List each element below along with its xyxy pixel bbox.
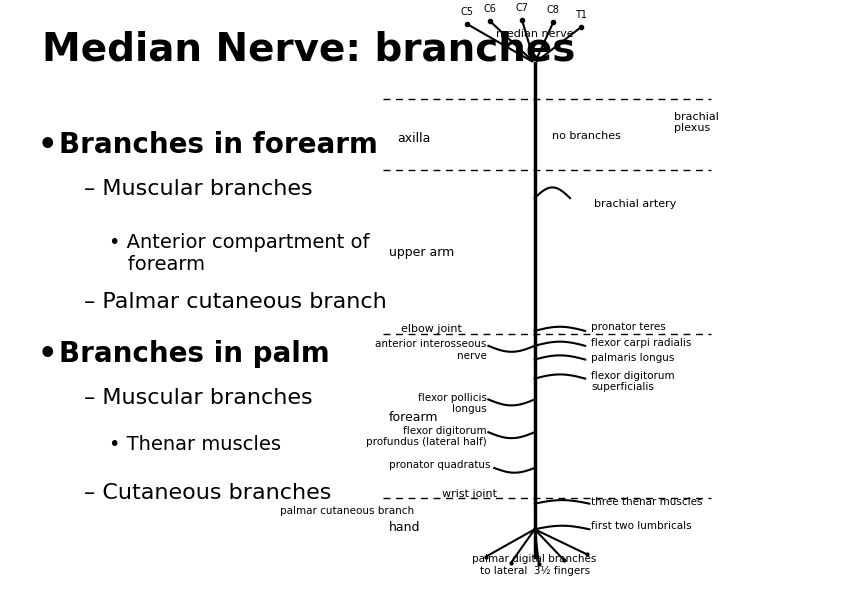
- Text: pronator quadratus: pronator quadratus: [388, 460, 490, 470]
- Text: C5: C5: [461, 7, 474, 17]
- Text: • Thenar muscles: • Thenar muscles: [109, 435, 281, 454]
- Text: T1: T1: [575, 10, 587, 20]
- Text: axilla: axilla: [397, 132, 431, 145]
- Text: elbow joint: elbow joint: [401, 324, 461, 334]
- Text: •: •: [38, 131, 57, 160]
- Text: C6: C6: [483, 4, 497, 14]
- Text: forearm: forearm: [389, 411, 439, 424]
- Text: flexor pollicis
longus: flexor pollicis longus: [418, 393, 487, 414]
- Text: wrist joint: wrist joint: [442, 489, 497, 499]
- Text: Branches in forearm: Branches in forearm: [59, 131, 378, 159]
- Text: •: •: [38, 340, 57, 369]
- Text: palmaris longus: palmaris longus: [591, 353, 674, 363]
- Text: three thenar muscles: three thenar muscles: [591, 497, 702, 507]
- Text: brachial artery: brachial artery: [594, 199, 676, 209]
- Text: upper arm: upper arm: [389, 246, 454, 259]
- Text: palmar cutaneous branch: palmar cutaneous branch: [280, 506, 414, 516]
- Text: C7: C7: [515, 3, 529, 13]
- Text: median nerve: median nerve: [496, 29, 573, 39]
- Text: Median Nerve: branches: Median Nerve: branches: [42, 30, 575, 68]
- Text: palmar digital branches
to lateral  3½ fingers: palmar digital branches to lateral 3½ fi…: [472, 554, 597, 576]
- Text: • Anterior compartment of
   forearm: • Anterior compartment of forearm: [109, 232, 370, 274]
- Text: – Muscular branches: – Muscular branches: [84, 179, 313, 199]
- Text: C8: C8: [546, 5, 560, 15]
- Text: flexor digitorum
superficialis: flexor digitorum superficialis: [591, 371, 674, 392]
- Text: flexor carpi radialis: flexor carpi radialis: [591, 338, 691, 348]
- Text: hand: hand: [389, 521, 420, 534]
- Text: pronator teres: pronator teres: [591, 322, 666, 332]
- Text: no branches: no branches: [552, 131, 621, 141]
- Text: brachial
plexus: brachial plexus: [674, 111, 718, 134]
- Text: first two lumbricals: first two lumbricals: [591, 521, 692, 530]
- Text: flexor digitorum
profundus (lateral half): flexor digitorum profundus (lateral half…: [366, 426, 487, 447]
- Text: – Palmar cutaneous branch: – Palmar cutaneous branch: [84, 292, 387, 312]
- Text: – Muscular branches: – Muscular branches: [84, 387, 313, 408]
- Text: – Cutaneous branches: – Cutaneous branches: [84, 483, 332, 503]
- Text: anterior interosseous
nerve: anterior interosseous nerve: [376, 339, 487, 361]
- Text: Branches in palm: Branches in palm: [59, 340, 330, 368]
